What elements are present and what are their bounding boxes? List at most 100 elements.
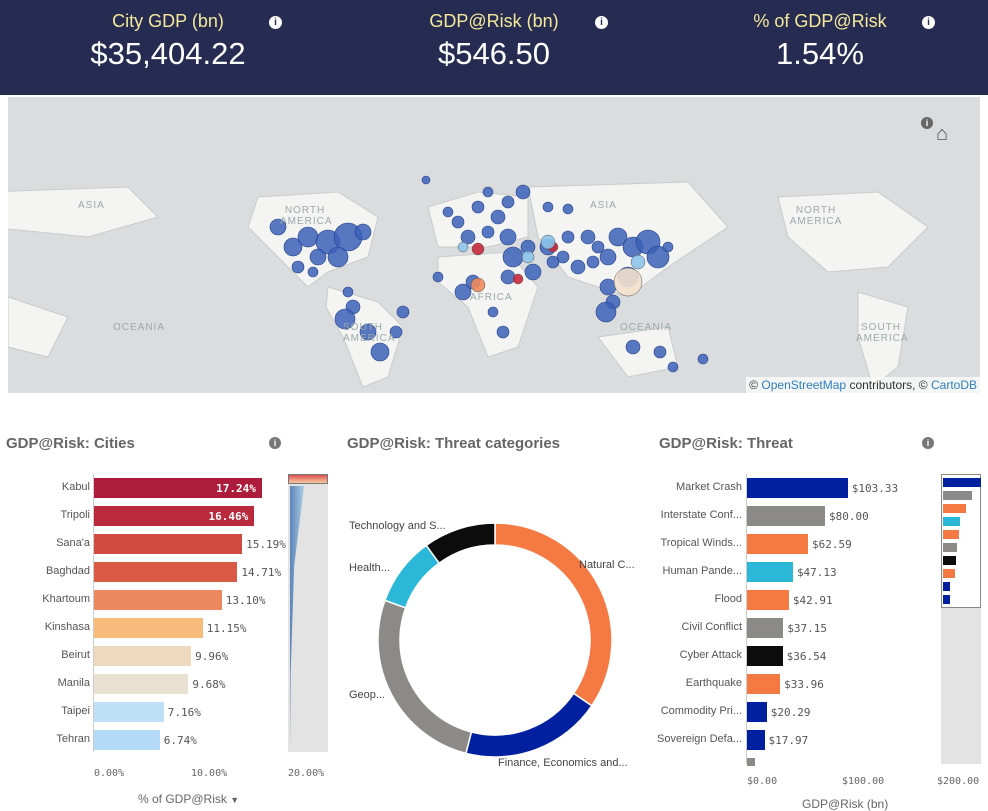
city-marker[interactable] xyxy=(457,241,469,253)
threat-bar[interactable] xyxy=(747,702,767,722)
city-marker[interactable] xyxy=(496,325,510,339)
city-marker[interactable] xyxy=(334,308,356,330)
threat-bar[interactable] xyxy=(747,646,783,666)
donut-slice[interactable] xyxy=(383,544,441,609)
city-bar[interactable] xyxy=(94,618,203,638)
city-marker[interactable] xyxy=(662,241,674,253)
city-marker[interactable] xyxy=(470,277,486,293)
city-marker[interactable] xyxy=(653,345,667,359)
city-marker[interactable] xyxy=(342,286,354,298)
city-marker[interactable] xyxy=(502,246,524,268)
city-marker[interactable] xyxy=(460,229,476,245)
scroll-thumb[interactable] xyxy=(288,474,328,484)
city-bar[interactable] xyxy=(94,506,255,526)
city-marker[interactable] xyxy=(512,273,524,285)
city-marker[interactable] xyxy=(524,263,542,281)
city-marker[interactable] xyxy=(556,250,570,264)
threat-bar[interactable] xyxy=(747,478,848,498)
donut-slice[interactable] xyxy=(494,522,613,707)
city-marker[interactable] xyxy=(454,283,472,301)
city-marker[interactable] xyxy=(451,215,465,229)
city-bar[interactable] xyxy=(94,674,189,694)
city-marker[interactable] xyxy=(500,269,516,285)
city-marker[interactable] xyxy=(625,339,641,355)
city-marker[interactable] xyxy=(570,259,586,275)
threat-scrollbar[interactable] xyxy=(941,474,981,764)
map-canvas[interactable] xyxy=(8,97,980,393)
city-marker[interactable] xyxy=(442,206,454,218)
city-marker[interactable] xyxy=(307,266,319,278)
cities-axis-label[interactable]: % of GDP@Risk ▼ xyxy=(138,792,239,806)
info-icon[interactable]: i xyxy=(922,437,934,449)
city-marker[interactable] xyxy=(562,203,574,215)
threat-bar[interactable] xyxy=(747,506,825,526)
osm-link[interactable]: OpenStreetMap xyxy=(761,378,847,392)
city-marker[interactable] xyxy=(370,342,390,362)
world-map[interactable]: ASIA NORTH AMERICA OCEANIA SOUTH AMERICA… xyxy=(8,97,980,393)
city-marker[interactable] xyxy=(432,271,444,283)
city-marker[interactable] xyxy=(608,227,628,247)
city-marker[interactable] xyxy=(599,278,617,296)
city-marker[interactable] xyxy=(515,184,531,200)
city-marker[interactable] xyxy=(667,361,679,373)
info-icon[interactable]: i xyxy=(269,16,282,29)
donut-slice[interactable] xyxy=(464,692,593,758)
city-marker[interactable] xyxy=(297,226,319,248)
city-marker[interactable] xyxy=(646,245,670,269)
city-marker[interactable] xyxy=(471,242,485,256)
city-bar[interactable] xyxy=(94,562,238,582)
city-marker[interactable] xyxy=(501,195,515,209)
city-marker[interactable] xyxy=(580,229,596,245)
city-marker[interactable] xyxy=(599,248,617,266)
city-marker[interactable] xyxy=(487,306,499,318)
city-marker[interactable] xyxy=(540,234,556,250)
city-marker[interactable] xyxy=(471,200,485,214)
threat-bar[interactable] xyxy=(747,534,809,554)
city-marker[interactable] xyxy=(359,323,377,341)
city-bar[interactable] xyxy=(94,590,222,610)
threat-bar[interactable] xyxy=(747,590,789,610)
city-bar[interactable] xyxy=(94,702,164,722)
carto-link[interactable]: CartoDB xyxy=(930,378,977,392)
city-marker[interactable] xyxy=(630,254,646,270)
city-marker[interactable] xyxy=(269,218,287,236)
city-marker[interactable] xyxy=(586,255,600,269)
city-marker[interactable] xyxy=(546,255,560,269)
info-icon[interactable]: i xyxy=(269,437,281,449)
city-marker[interactable] xyxy=(481,225,495,239)
city-marker[interactable] xyxy=(291,260,305,274)
city-marker[interactable] xyxy=(591,240,605,254)
cities-scrollbar[interactable] xyxy=(288,474,328,752)
threat-bar-partial[interactable] xyxy=(747,758,755,766)
city-marker[interactable] xyxy=(396,305,410,319)
scroll-thumb[interactable] xyxy=(941,474,981,608)
city-bar[interactable] xyxy=(94,534,243,554)
threat-bar[interactable] xyxy=(747,562,793,582)
info-icon[interactable]: i xyxy=(921,117,933,129)
city-marker[interactable] xyxy=(521,250,535,264)
city-marker[interactable] xyxy=(482,186,494,198)
city-bar[interactable] xyxy=(94,478,263,498)
home-icon[interactable]: ⌂ xyxy=(936,123,949,145)
info-icon[interactable]: i xyxy=(595,16,608,29)
city-marker[interactable] xyxy=(561,230,575,244)
threat-bar[interactable] xyxy=(747,618,784,638)
city-marker[interactable] xyxy=(595,301,617,323)
city-bar[interactable] xyxy=(94,730,160,750)
city-marker[interactable] xyxy=(389,325,403,339)
dropdown-arrow-icon[interactable]: ▼ xyxy=(230,795,240,805)
city-marker[interactable] xyxy=(354,223,372,241)
city-marker[interactable] xyxy=(697,353,709,365)
city-marker[interactable] xyxy=(309,248,327,266)
city-marker[interactable] xyxy=(283,237,303,257)
city-marker[interactable] xyxy=(542,201,554,213)
city-marker[interactable] xyxy=(421,175,431,185)
city-marker[interactable] xyxy=(327,246,349,268)
city-marker[interactable] xyxy=(499,228,517,246)
city-bar[interactable] xyxy=(94,646,192,666)
threat-bar[interactable] xyxy=(747,730,765,750)
donut-slice[interactable] xyxy=(377,599,473,755)
info-icon[interactable]: i xyxy=(922,16,935,29)
categories-donut[interactable] xyxy=(370,520,620,770)
donut-slice[interactable] xyxy=(425,522,496,565)
